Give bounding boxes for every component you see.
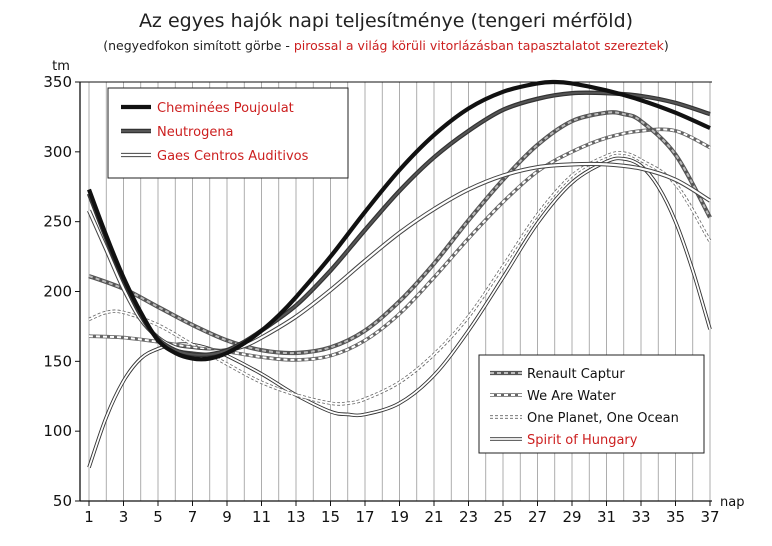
x-tick-label: 1: [84, 508, 94, 526]
series-layer: [86, 79, 712, 469]
legend-top-left: Cheminées Poujoulat Neutrogena Gaes Centro…: [107, 87, 349, 179]
y-tick-label: 350: [43, 73, 72, 91]
y-tick-label: 150: [43, 352, 72, 370]
legend-label: Renault Captur: [527, 367, 625, 382]
series-line-chemin-es-poujoulat: [87, 79, 711, 362]
x-tick-label: 27: [528, 508, 547, 526]
legend-label: Spirit of Hungary: [527, 433, 638, 448]
legend-label: Neutrogena: [157, 125, 234, 140]
y-tick-label: 250: [43, 213, 72, 231]
x-tick-label: 5: [153, 508, 163, 526]
x-tick-label: 35: [666, 508, 685, 526]
legend-label: We Are Water: [527, 389, 616, 404]
series-line-one-planet-one-ocean: [88, 151, 712, 406]
x-tick-label: 7: [188, 508, 198, 526]
legend-item-renault-captur: Renault Captur: [490, 367, 625, 382]
x-tick-label: 37: [700, 508, 719, 526]
legend-item-neutrogena: Neutrogena: [121, 125, 234, 140]
subtitle-highlight: pirossal a világ körüli vitorlázásban ta…: [294, 38, 665, 53]
legend-bottom-right: Renault Captur We Are Water One Planet, On…: [478, 354, 705, 454]
x-tick-label: 19: [390, 508, 409, 526]
x-axis-unit: nap: [720, 495, 744, 510]
subtitle-suffix: ): [664, 38, 669, 53]
series-stroke: [88, 151, 711, 405]
chart-title: Az egyes hajók napi teljesítménye (tenge…: [139, 10, 633, 32]
series-line-renault-captur: [88, 110, 712, 356]
legend-item-gaes-centros-auditivos: Gaes Centros Auditivos: [121, 149, 309, 164]
legend-label: One Planet, One Ocean: [527, 411, 679, 426]
subtitle-prefix: (negyedfokon simított görbe -: [103, 38, 294, 53]
series-stroke: [87, 79, 711, 362]
x-tick-label: 31: [597, 508, 616, 526]
x-tick-label: 3: [119, 508, 129, 526]
x-tick-label: 29: [562, 508, 581, 526]
legend-label: Gaes Centros Auditivos: [157, 149, 309, 164]
legend-item-one-planet-one-ocean: One Planet, One Ocean: [490, 411, 679, 426]
legend-label: Cheminées Poujoulat: [157, 101, 294, 116]
x-tick-label: 21: [424, 508, 443, 526]
legend-item-spirit-of-hungary: Spirit of Hungary: [490, 433, 638, 448]
legends: Cheminées Poujoulat Neutrogena Gaes Centro…: [107, 87, 705, 454]
y-tick-label: 200: [43, 283, 72, 301]
legend-item-we-are-water: We Are Water: [490, 389, 616, 404]
legend-item-chemin-es-poujoulat: Cheminées Poujoulat: [121, 101, 294, 116]
x-tick-label: 33: [631, 508, 650, 526]
y-tick-label: 100: [43, 422, 72, 440]
x-tick-label: 11: [252, 508, 271, 526]
x-tick-label: 25: [493, 508, 512, 526]
x-tick-label: 17: [355, 508, 374, 526]
series-line-we-are-water: [88, 127, 711, 362]
chart-subtitle: (negyedfokon simított görbe - pirossal a…: [103, 38, 669, 53]
y-axis-unit: tm: [52, 59, 70, 74]
y-tick-label: 50: [53, 492, 72, 510]
x-tick-label: 13: [286, 508, 305, 526]
x-tick-label: 9: [222, 508, 232, 526]
series-stroke: [88, 111, 711, 355]
series-stroke: [88, 128, 711, 361]
y-tick-label: 300: [43, 143, 72, 161]
x-tick-label: 15: [321, 508, 340, 526]
x-tick-label: 23: [459, 508, 478, 526]
